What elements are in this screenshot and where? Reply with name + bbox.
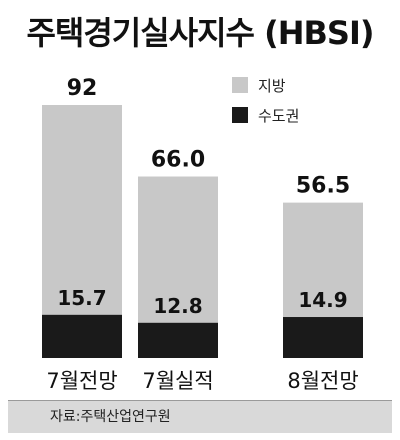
category-label-aug-forecast: 8월전망: [287, 369, 358, 393]
value-label-local-jul-actual: 66.0: [151, 148, 205, 173]
bar-capital-jul-actual: [138, 322, 218, 358]
value-label-capital-aug-forecast: 14.9: [298, 288, 347, 312]
category-label-jul-actual: 7월실적: [142, 369, 213, 393]
legend-swatch-local: [232, 77, 248, 93]
value-label-capital-jul-forecast: 15.7: [57, 286, 106, 310]
bar-capital-jul-forecast: [42, 314, 122, 358]
legend-item-capital: 수도권: [232, 100, 299, 130]
value-label-capital-jul-actual: 12.8: [153, 294, 202, 318]
value-label-local-aug-forecast: 56.5: [296, 174, 350, 199]
legend-label-capital: 수도권: [258, 106, 300, 125]
category-label-jul-forecast: 7월전망: [46, 369, 117, 393]
bar-chart: 92 15.7 7월전망 66.0 12.8 7월실적 56.5 14.9 8월전망: [42, 76, 363, 393]
legend-label-local: 지방: [258, 76, 286, 95]
chart-title: 주택경기실사지수 (HBSI): [26, 14, 374, 52]
legend: 지방 수도권: [232, 70, 299, 130]
legend-item-local: 지방: [232, 70, 299, 100]
value-label-local-jul-forecast: 92: [67, 76, 98, 101]
bar-capital-aug-forecast: [283, 317, 363, 358]
source-note: 자료:주택산업연구원: [8, 400, 392, 433]
legend-swatch-capital: [232, 107, 248, 123]
